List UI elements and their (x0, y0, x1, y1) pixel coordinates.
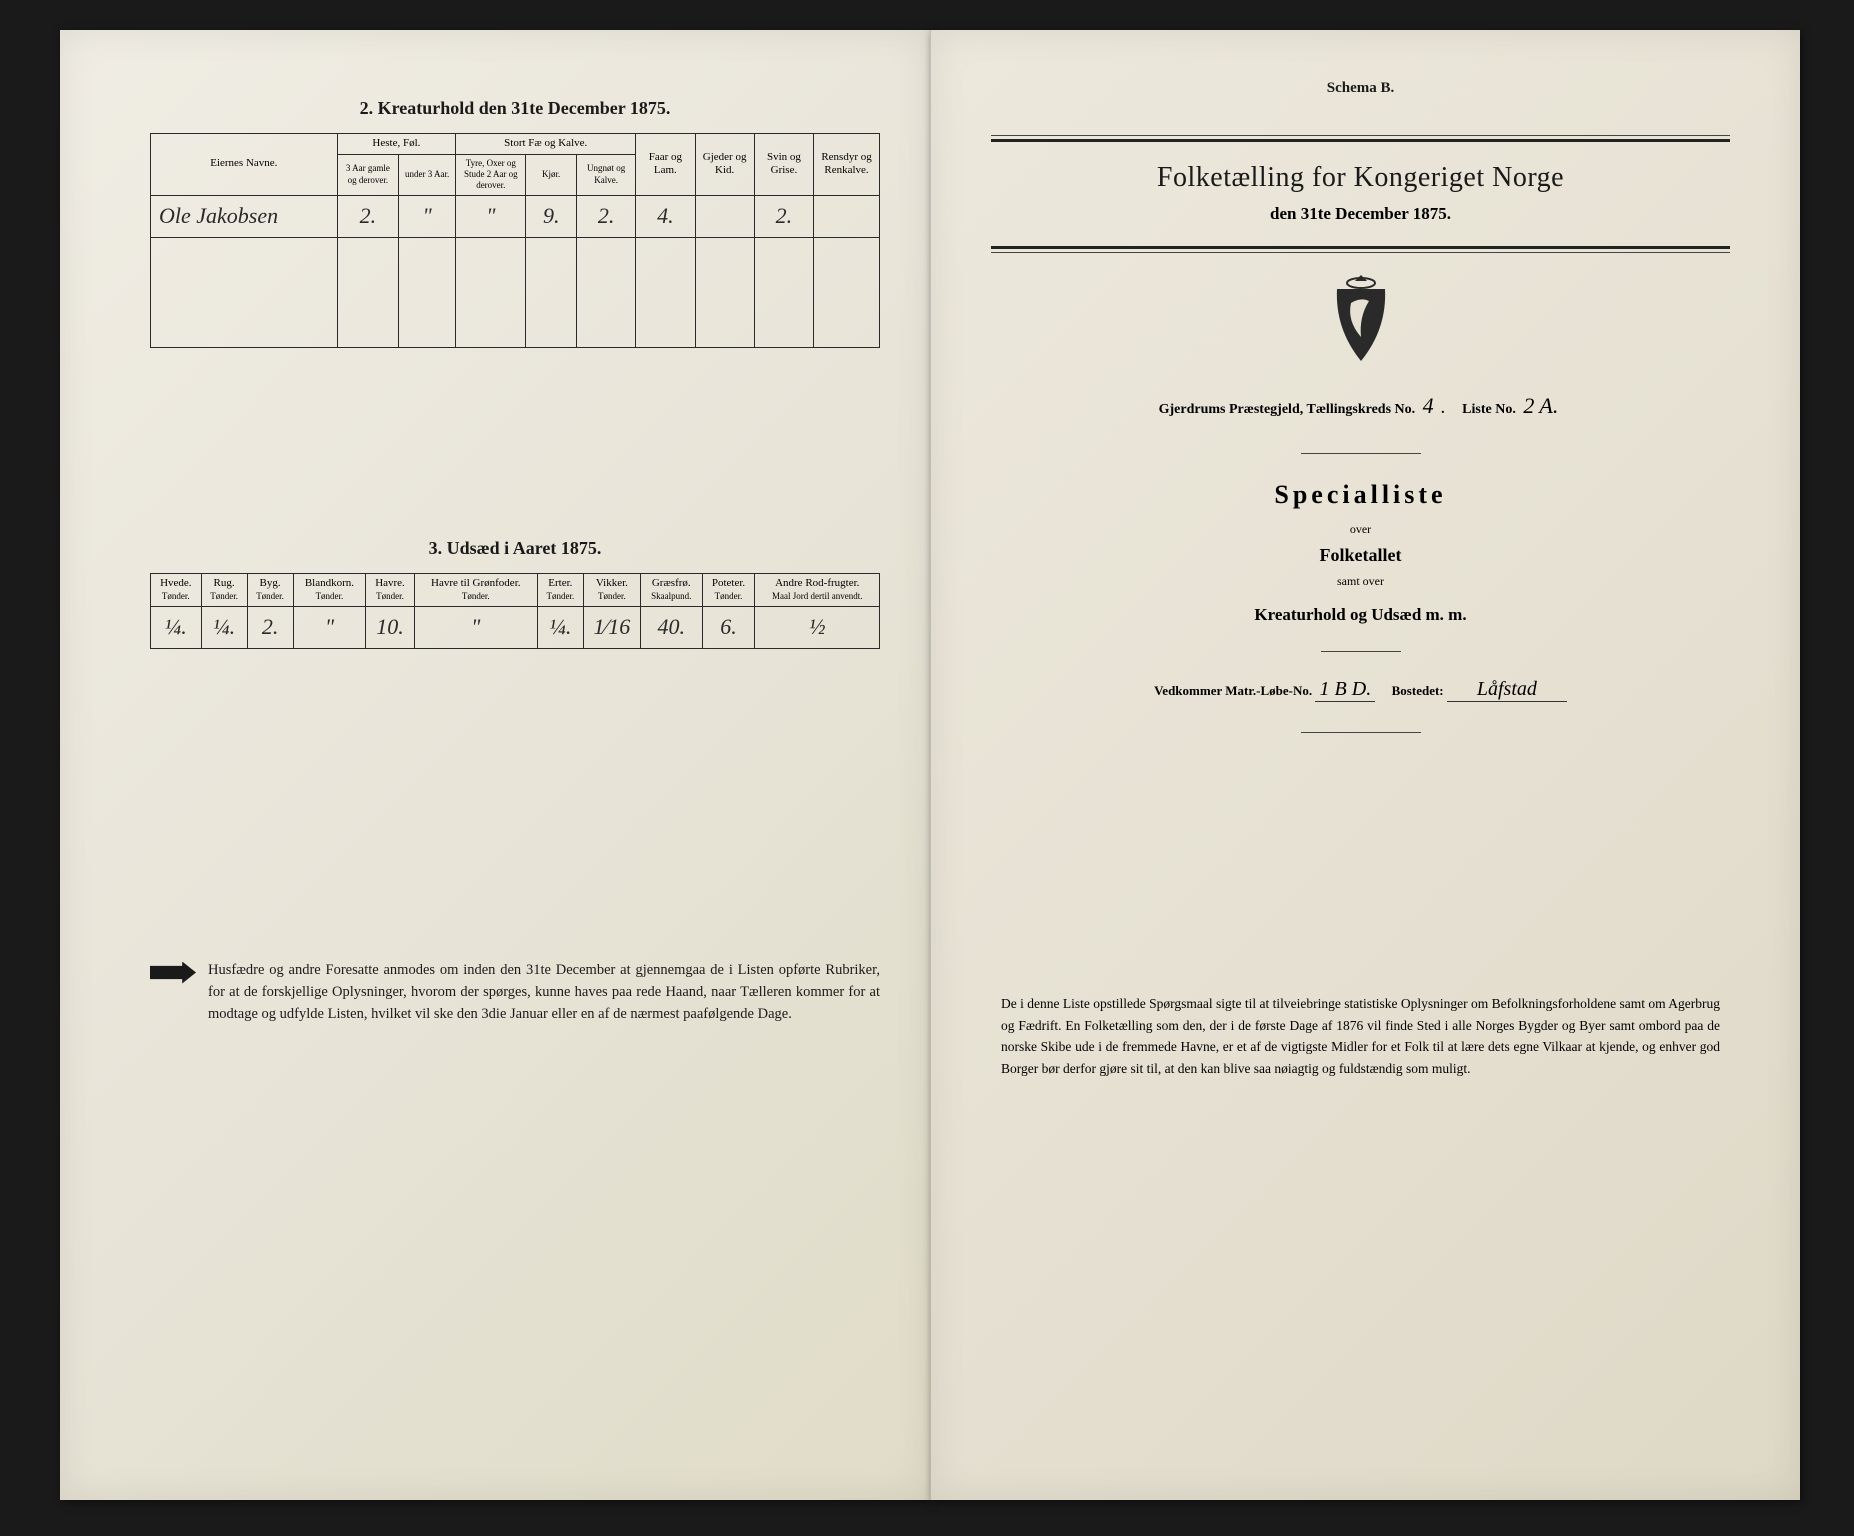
cell: " (414, 606, 537, 648)
table-row: Ole Jakobsen 2. " " 9. 2. 4. 2. (151, 195, 880, 237)
cell: 1⁄16 (583, 606, 640, 648)
matr-line: Vedkommer Matr.-Løbe-No. 1 B D. Bostedet… (991, 678, 1730, 702)
col-horse-young: under 3 Aar. (399, 154, 456, 195)
district-no: 4 (1419, 393, 1438, 418)
liste-label: Liste No. (1462, 402, 1516, 417)
cell: 2. (247, 606, 293, 648)
cell: ½ (755, 606, 880, 648)
right-footnote: De i denne Liste opstillede Spørgsmaal s… (991, 993, 1730, 1079)
cell: 2. (576, 195, 635, 237)
cell: " (456, 195, 526, 237)
cell: " (399, 195, 456, 237)
col-cows: Kjør. (526, 154, 577, 195)
col: Poteter.Tønder. (702, 573, 755, 606)
group-horses: Heste, Føl. (337, 134, 456, 155)
col-goat: Gjeder og Kid. (695, 134, 754, 196)
footnote-text: Husfædre og andre Foresatte anmodes om i… (208, 959, 880, 1026)
cell: 6. (702, 606, 755, 648)
cell: ¼. (151, 606, 202, 648)
seed-table: Hvede.Tønder. Rug.Tønder. Byg.Tønder. Bl… (150, 573, 880, 649)
col: Hvede.Tønder. (151, 573, 202, 606)
cell: 9. (526, 195, 577, 237)
divider3 (1301, 732, 1421, 733)
col: Blandkorn.Tønder. (293, 573, 366, 606)
col: Andre Rod-frugter.Maal Jord dertil anven… (755, 573, 880, 606)
livestock-table: Eiernes Navne. Heste, Føl. Stort Fæ og K… (150, 133, 880, 348)
left-footnote: Husfædre og andre Foresatte anmodes om i… (150, 959, 880, 1026)
cell (814, 195, 880, 237)
col: Erter.Tønder. (537, 573, 583, 606)
schema-label: Schema B. (991, 80, 1730, 97)
col: Vikker.Tønder. (583, 573, 640, 606)
matr-label-a: Vedkommer Matr.-Løbe-No. (1154, 683, 1312, 698)
col-cattle-old: Tyre, Oxer og Stude 2 Aar og derover. (456, 154, 526, 195)
cell (695, 195, 754, 237)
blank-row (151, 237, 880, 347)
left-page: 2. Kreaturhold den 31te December 1875. E… (60, 30, 930, 1500)
col: Havre til Grønfoder.Tønder. (414, 573, 537, 606)
divider (1301, 453, 1421, 454)
top-rules (991, 135, 1730, 142)
pointer-icon (150, 962, 196, 984)
matr-label-b: Bostedet: (1392, 683, 1444, 698)
over1: over (991, 522, 1730, 537)
cell: " (293, 606, 366, 648)
divider2 (1321, 651, 1401, 652)
col: Rug.Tønder. (201, 573, 247, 606)
cell: 2. (754, 195, 813, 237)
district-line: Gjerdrums Præstegjeld, Tællingskreds No.… (991, 393, 1730, 419)
main-title: Folketælling for Kongeriget Norge (991, 162, 1730, 194)
folketallet: Folketallet (991, 545, 1730, 566)
section2-title: 2. Kreaturhold den 31te December 1875. (150, 98, 880, 119)
sub-title: den 31te December 1875. (991, 204, 1730, 224)
coat-of-arms-icon (1325, 273, 1397, 365)
cell: 40. (640, 606, 702, 648)
col-pig: Svin og Grise. (754, 134, 813, 196)
district-prefix: Gjerdrums Præstegjeld, Tællingskreds No. (1159, 402, 1416, 417)
owner-header: Eiernes Navne. (151, 134, 338, 196)
cell: ¼. (537, 606, 583, 648)
kreaturhold: Kreaturhold og Udsæd m. m. (991, 605, 1730, 625)
matr-val-b: Låfstad (1447, 678, 1567, 702)
section3-title: 3. Udsæd i Aaret 1875. (150, 538, 880, 559)
owner-cell: Ole Jakobsen (151, 195, 338, 237)
cell: 2. (337, 195, 398, 237)
col-sheep: Faar og Lam. (636, 134, 695, 196)
col-young-calf: Ungnøt og Kalve. (576, 154, 635, 195)
mid-rules (991, 246, 1730, 253)
col: Græsfrø.Skaalpund. (640, 573, 702, 606)
cell: ¼. (201, 606, 247, 648)
table-row: ¼. ¼. 2. " 10. " ¼. 1⁄16 40. 6. ½ (151, 606, 880, 648)
col-horse-old: 3 Aar gamle og derover. (337, 154, 398, 195)
group-cattle: Stort Fæ og Kalve. (456, 134, 636, 155)
samt-over: samt over (991, 574, 1730, 589)
matr-val-a: 1 B D. (1315, 678, 1375, 702)
cell: 4. (636, 195, 695, 237)
right-page: Schema B. Folketælling for Kongeriget No… (930, 30, 1800, 1500)
specialliste: Specialliste (991, 480, 1730, 510)
col: Havre.Tønder. (366, 573, 414, 606)
liste-no: 2 A. (1519, 393, 1562, 418)
cell: 10. (366, 606, 414, 648)
col: Byg.Tønder. (247, 573, 293, 606)
col-reindeer: Rensdyr og Renkalve. (814, 134, 880, 196)
